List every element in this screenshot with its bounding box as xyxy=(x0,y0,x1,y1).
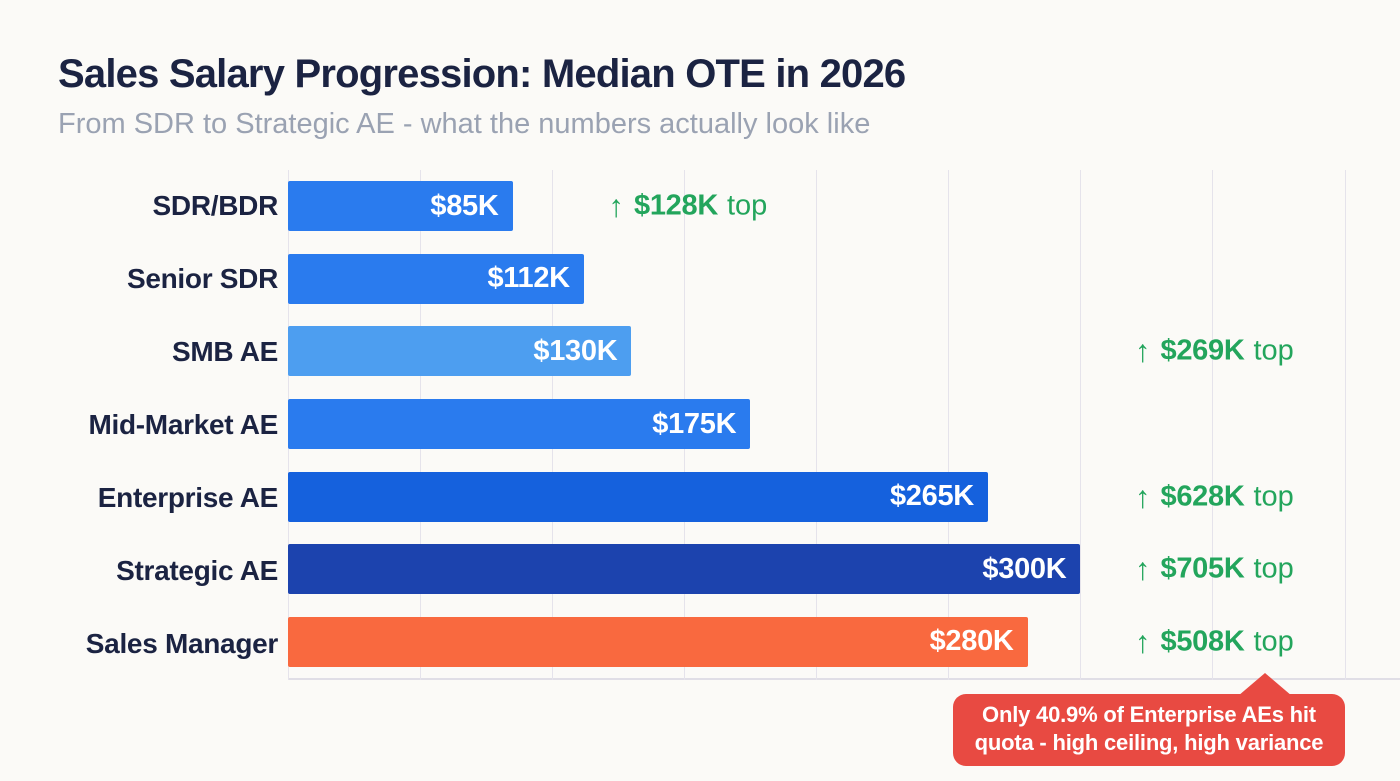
arrow-up-icon: ↑ xyxy=(1135,551,1151,587)
gridline xyxy=(1212,170,1214,680)
annotation-value: $628K xyxy=(1160,480,1245,513)
chart-subtitle: From SDR to Strategic AE - what the numb… xyxy=(58,108,871,140)
bar: $112K xyxy=(288,253,584,304)
bar-row: $85K ↑ $128K top xyxy=(288,170,1400,243)
annotation-suffix: top xyxy=(1253,480,1294,513)
chart-title: Sales Salary Progression: Median OTE in … xyxy=(58,52,906,96)
top-earner-annotation: ↑ $269K top xyxy=(1135,335,1294,368)
arrow-up-icon: ↑ xyxy=(608,188,625,224)
bar: $130K xyxy=(288,326,632,377)
bar-value-label: $280K xyxy=(929,625,1014,658)
bar-row: $112K xyxy=(288,243,1400,316)
bar-value-label: $85K xyxy=(430,189,499,222)
arrow-up-icon: ↑ xyxy=(1135,624,1151,660)
bar-value-label: $175K xyxy=(652,407,737,440)
bar-row: $300K ↑ $705K top xyxy=(288,533,1400,606)
top-earner-annotation: ↑ $705K top xyxy=(1135,553,1294,586)
callout-line-2: quota - high ceiling, high variance xyxy=(974,730,1324,755)
bar: $85K xyxy=(288,181,513,232)
bar-value-label: $265K xyxy=(889,480,974,513)
callout-line-1: Only 40.9% of Enterprise AEs hit xyxy=(982,702,1316,727)
annotation-value: $269K xyxy=(1160,334,1245,367)
gridline xyxy=(816,170,818,680)
annotation-value: $128K xyxy=(634,189,718,222)
annotation-value: $705K xyxy=(1160,552,1245,585)
annotation-suffix: top xyxy=(726,189,768,222)
plot-area: $85K ↑ $128K top $112K $130K ↑ $269K top $175K $26… xyxy=(288,170,1400,680)
top-earner-annotation: ↑ $508K top xyxy=(1135,625,1294,658)
top-earner-annotation: ↑ $628K top xyxy=(1135,480,1294,513)
arrow-up-icon: ↑ xyxy=(1135,333,1151,369)
bar: $280K xyxy=(288,616,1028,667)
annotation-value: $508K xyxy=(1160,625,1245,658)
bar-row: $280K ↑ $508K top xyxy=(288,605,1400,678)
category-label: Mid-Market AE xyxy=(88,409,278,440)
gridline xyxy=(1344,170,1346,680)
quota-callout: Only 40.9% of Enterprise AEs hit quota -… xyxy=(953,673,1345,766)
bar-row: $265K ↑ $628K top xyxy=(288,460,1400,533)
bar-row: $130K ↑ $269K top xyxy=(288,315,1400,388)
annotation-suffix: top xyxy=(1253,552,1294,585)
bar-value-label: $112K xyxy=(487,262,570,295)
category-label: SMB AE xyxy=(171,336,278,368)
gridline xyxy=(948,170,950,680)
category-labels: SDR/BDR Senior SDR SMB AE Mid-Market AE Ente… xyxy=(0,170,279,680)
bar-value-label: $130K xyxy=(533,334,618,367)
bar-value-label: $300K xyxy=(982,552,1067,585)
bar: $265K xyxy=(288,471,988,522)
gridline xyxy=(1080,170,1082,680)
arrow-up-icon: ↑ xyxy=(1135,479,1151,515)
category-label: Senior SDR xyxy=(126,263,278,295)
category-label: Enterprise AE xyxy=(97,481,279,513)
category-label: Strategic AE xyxy=(116,554,278,586)
top-earner-annotation: ↑ $128K top xyxy=(609,190,768,223)
annotation-suffix: top xyxy=(1253,334,1294,367)
bar-row: $175K xyxy=(288,388,1400,461)
annotation-suffix: top xyxy=(1253,625,1294,658)
bar: $175K xyxy=(288,399,751,450)
callout-pointer-up-icon xyxy=(1238,673,1292,696)
bar: $300K xyxy=(288,544,1081,595)
category-label: SDR/BDR xyxy=(152,190,279,222)
category-label: Sales Manager xyxy=(85,627,279,659)
